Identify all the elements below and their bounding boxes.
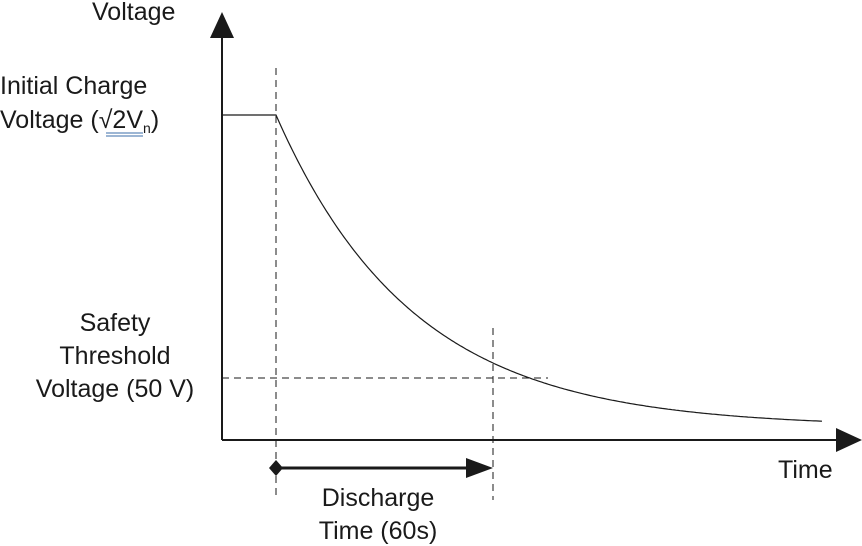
initial-charge-label: Initial Charge <box>0 72 147 100</box>
discharge-label: Discharge <box>322 484 435 512</box>
x-axis-arrowhead <box>836 428 862 452</box>
y-axis-arrowhead <box>210 12 234 38</box>
initial-voltage-label: Voltage (√2Vn) <box>0 106 159 136</box>
safety-label: Safety <box>80 309 151 337</box>
discharge-start-marker <box>269 460 283 476</box>
initial-voltage-prefix: Voltage ( <box>0 106 99 134</box>
x-axis-label: Time <box>778 456 833 484</box>
y-axis-label: Voltage <box>92 0 175 26</box>
voltage-curve <box>222 114 823 422</box>
initial-voltage-value: 2V <box>112 106 143 134</box>
discharge-time-label: Time (60s) <box>319 517 438 545</box>
threshold-label: Threshold <box>59 342 170 370</box>
initial-voltage-subscript: n <box>143 120 151 136</box>
sqrt-icon: √ <box>99 106 113 134</box>
initial-voltage-suffix: ) <box>151 106 159 134</box>
discharge-time-arrowhead <box>466 458 493 478</box>
safety-voltage-label: Voltage (50 V) <box>36 375 194 403</box>
